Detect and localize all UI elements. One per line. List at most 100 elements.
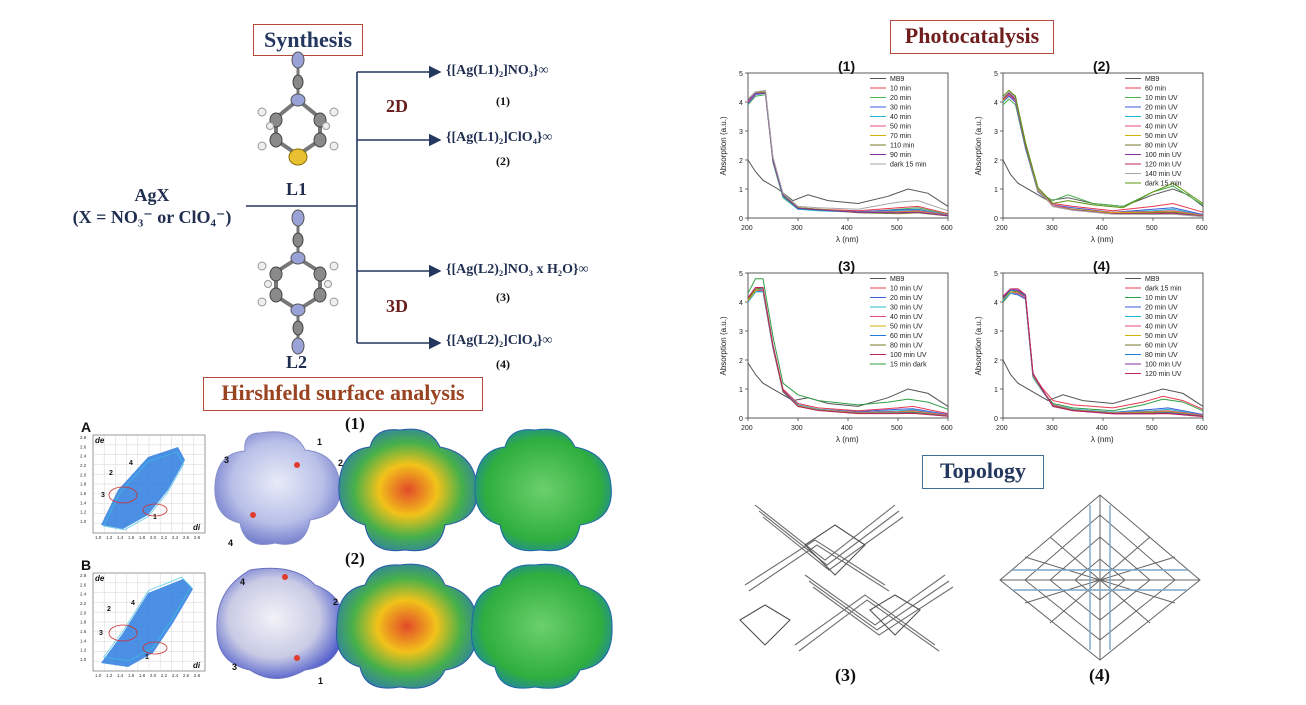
series-line xyxy=(747,278,949,410)
legend-label: 50 min UV xyxy=(1145,133,1178,140)
legend-label: 20 min xyxy=(890,95,911,102)
x-tick-label: 600 xyxy=(941,225,953,232)
fp-y-tick: 1.4 xyxy=(80,500,87,505)
series-line xyxy=(1002,91,1204,218)
synthesis-title: Synthesis xyxy=(253,24,363,56)
fp-region-label: 4 xyxy=(131,600,135,607)
y-tick-label: 1 xyxy=(994,187,998,194)
y-tick-label: 3 xyxy=(994,329,998,336)
legend-label: 20 min UV xyxy=(890,295,923,302)
series-line xyxy=(1002,159,1204,207)
fp-cloud-edge xyxy=(102,576,192,662)
series-line xyxy=(1002,89,1204,209)
uv-chart-2: (2) 200 300 400 500 600 0 1 2 3 4 5 λ (nm) Absorption… xyxy=(974,58,1208,244)
series-line xyxy=(747,92,949,217)
y-tick-label: 0 xyxy=(994,216,998,223)
fp-x-tick: 1.8 xyxy=(139,535,146,540)
fingerprint-b-label: B xyxy=(81,557,92,573)
product-4-number: (4) xyxy=(496,357,510,371)
fp-x-tick: 1.8 xyxy=(139,673,146,678)
surface-label-row2: 1 xyxy=(318,676,324,686)
chart-panel-label: (3) xyxy=(838,258,855,274)
fp-y-tick: 1.6 xyxy=(80,491,87,496)
fp-x-tick: 1.2 xyxy=(106,535,113,540)
legend-label: dark 15 min xyxy=(890,162,927,169)
fp-di-label: di xyxy=(193,661,201,670)
x-tick-label: 400 xyxy=(1096,225,1108,232)
fp-y-tick: 2.8 xyxy=(80,573,87,578)
legend-label: 40 min xyxy=(890,114,911,121)
fp-cloud xyxy=(101,447,185,529)
fp-x-tick: 1.0 xyxy=(95,535,102,540)
fp-y-tick: 2.0 xyxy=(80,610,87,615)
legend-label: MB9 xyxy=(890,276,905,283)
fingerprint-plot-b: de di 2.8 2.6 2.4 2.2 2.0 1.8 1.6 1.4 1.2 1.0 1.0 1.2… xyxy=(80,572,206,678)
x-tick-label: 600 xyxy=(1196,225,1208,232)
legend-label: MB9 xyxy=(890,76,905,83)
y-tick-label: 5 xyxy=(994,71,998,78)
fp-x-tick: 2.0 xyxy=(150,673,157,678)
fp-y-tick: 1.0 xyxy=(80,519,87,524)
fingerprint-a-label: A xyxy=(81,419,92,435)
legend-label: 70 min xyxy=(890,133,911,140)
hirshfeld-row2-label: (2) xyxy=(345,549,365,568)
curvedness-surface-2 xyxy=(470,563,613,689)
y-tick-label: 1 xyxy=(739,387,743,394)
hirshfeld-title: Hirshfeld surface analysis xyxy=(203,377,483,411)
y-tick-label: 2 xyxy=(994,358,998,365)
fp-region-circle xyxy=(108,486,138,504)
chart-panel-label: (4) xyxy=(1093,258,1110,274)
x-tick-label: 200 xyxy=(996,225,1008,232)
legend-label: 80 min UV xyxy=(890,343,923,350)
fp-y-tick: 2.2 xyxy=(80,601,87,606)
y-tick-label: 3 xyxy=(739,129,743,136)
fp-x-tick: 2.4 xyxy=(172,535,179,540)
legend-label: 90 min xyxy=(890,152,911,159)
y-tick-label: 5 xyxy=(739,271,743,278)
surface-label-row1: 1 xyxy=(317,437,323,447)
y-tick-label: 3 xyxy=(739,329,743,336)
fp-x-tick: 2.0 xyxy=(150,535,157,540)
legend-label: MB9 xyxy=(1145,276,1160,283)
surface-label-row2: 4 xyxy=(240,577,246,587)
y-tick-label: 0 xyxy=(739,216,743,223)
legend-label: MB9 xyxy=(1145,76,1160,83)
y-tick-label: 4 xyxy=(994,300,998,307)
fp-region-label: 2 xyxy=(109,470,113,477)
series-line xyxy=(747,92,949,215)
product-2-formula: {[Ag(L1)₂]ClO₄}∞ xyxy=(446,130,553,145)
product-4-formula: {[Ag(L2)₂]ClO₄}∞ xyxy=(446,333,553,348)
legend-label: 80 min UV xyxy=(1145,352,1178,359)
x-axis-label: λ (nm) xyxy=(1091,235,1114,244)
y-tick-label: 4 xyxy=(739,100,743,107)
ligand-l1-structure xyxy=(257,51,339,166)
fp-x-tick: 1.2 xyxy=(106,673,113,678)
shape-index-surface-2 xyxy=(335,563,478,689)
legend-label: 20 min UV xyxy=(1145,105,1178,112)
legend-label: 10 min UV xyxy=(890,286,923,293)
legend-label: 120 min UV xyxy=(1145,371,1182,378)
legend-label: 50 min UV xyxy=(890,324,923,331)
legend-label: 10 min UV xyxy=(1145,295,1178,302)
legend-label: 20 min UV xyxy=(1145,305,1178,312)
chart-panel-label: (1) xyxy=(838,58,855,74)
topology-net-3 xyxy=(739,504,954,652)
fp-region-label: 2 xyxy=(107,606,111,613)
x-tick-label: 400 xyxy=(841,425,853,432)
fp-x-tick: 2.2 xyxy=(161,673,168,678)
fp-x-tick: 2.4 xyxy=(172,673,179,678)
fp-y-tick: 2.6 xyxy=(80,582,87,587)
fp-y-tick: 1.8 xyxy=(80,620,87,625)
photocatalysis-title: Photocatalysis xyxy=(890,20,1054,54)
x-tick-label: 300 xyxy=(791,425,803,432)
x-axis-label: λ (nm) xyxy=(836,435,859,444)
legend-label: 60 min xyxy=(1145,86,1166,93)
legend-label: 100 min UV xyxy=(1145,362,1182,369)
x-tick-label: 400 xyxy=(841,225,853,232)
x-tick-label: 500 xyxy=(891,225,903,232)
fp-x-tick: 2.8 xyxy=(194,673,201,678)
fp-y-tick: 2.4 xyxy=(80,454,87,459)
reagent-label: AgX (X = NO₃⁻ or ClO₄⁻) xyxy=(52,184,252,228)
fp-y-tick: 1.2 xyxy=(80,648,87,653)
